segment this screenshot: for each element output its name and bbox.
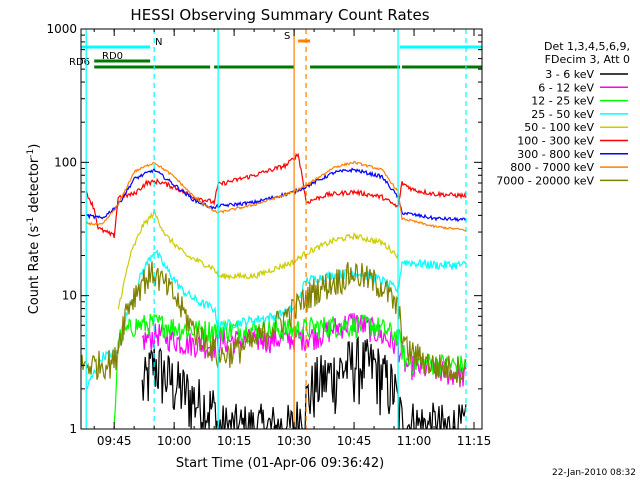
legend: Det 1,3,4,5,6,9,FDecim 3, Att 0 3 - 6 keV… — [496, 40, 630, 187]
x-tick-label: 10:45 — [337, 434, 372, 448]
flag-label-n: N — [155, 37, 162, 48]
legend-label: 50 - 100 keV — [524, 121, 594, 134]
legend-header: FDecim 3, Att 0 — [545, 53, 630, 66]
flag-label-rd6: RD6 — [69, 57, 90, 68]
series-line — [85, 152, 467, 239]
flag-bars: N S RD0 RD6 — [69, 31, 482, 69]
y-tick-label: 100 — [54, 155, 77, 169]
legend-label: 800 - 7000 keV — [510, 161, 594, 174]
y-axis-ticks: 1 10 100 1000 — [46, 22, 482, 436]
series-line — [85, 166, 467, 223]
legend-label: 100 - 300 keV — [517, 135, 594, 148]
legend-label: 6 - 12 keV — [538, 81, 594, 94]
x-tick-label: 11:00 — [397, 434, 432, 448]
series-line — [141, 312, 467, 388]
x-axis-label: Start Time (01-Apr-06 09:36:42) — [176, 456, 384, 471]
series-line — [141, 336, 467, 429]
plot-frame — [80, 28, 483, 430]
x-tick-label: 11:15 — [457, 434, 492, 448]
chart-title: HESSI Observing Summary Count Rates — [130, 6, 429, 24]
series-line — [81, 261, 467, 386]
legend-header: Det 1,3,4,5,6,9, — [544, 40, 630, 53]
series-layer — [81, 152, 467, 429]
series-line — [113, 313, 467, 423]
series-line — [117, 209, 399, 310]
x-tick-label: 09:45 — [97, 434, 132, 448]
legend-label: 7000 - 20000 keV — [496, 174, 594, 187]
flag-label-rd0: RD0 — [102, 51, 123, 62]
flag-label-s: S — [284, 31, 290, 42]
legend-label: 12 - 25 keV — [531, 95, 594, 108]
x-axis-ticks: 09:45 10:00 10:15 10:30 10:45 11:00 11:15 — [93, 29, 492, 448]
legend-label: 300 - 800 keV — [517, 148, 594, 161]
x-tick-label: 10:15 — [217, 434, 252, 448]
y-tick-label: 1 — [69, 422, 77, 436]
legend-label: 25 - 50 keV — [531, 108, 594, 121]
marker-lines — [85, 29, 467, 429]
x-tick-label: 10:30 — [277, 434, 312, 448]
legend-label: 3 - 6 keV — [545, 68, 594, 81]
x-tick-label: 10:00 — [157, 434, 192, 448]
series-line — [85, 160, 467, 232]
y-tick-label: 10 — [62, 289, 77, 303]
y-axis-label: Count Rate (s-1 detector-1) — [26, 144, 42, 315]
y-tick-label: 1000 — [46, 22, 77, 36]
generation-timestamp: 22-Jan-2010 08:32 — [552, 468, 636, 478]
